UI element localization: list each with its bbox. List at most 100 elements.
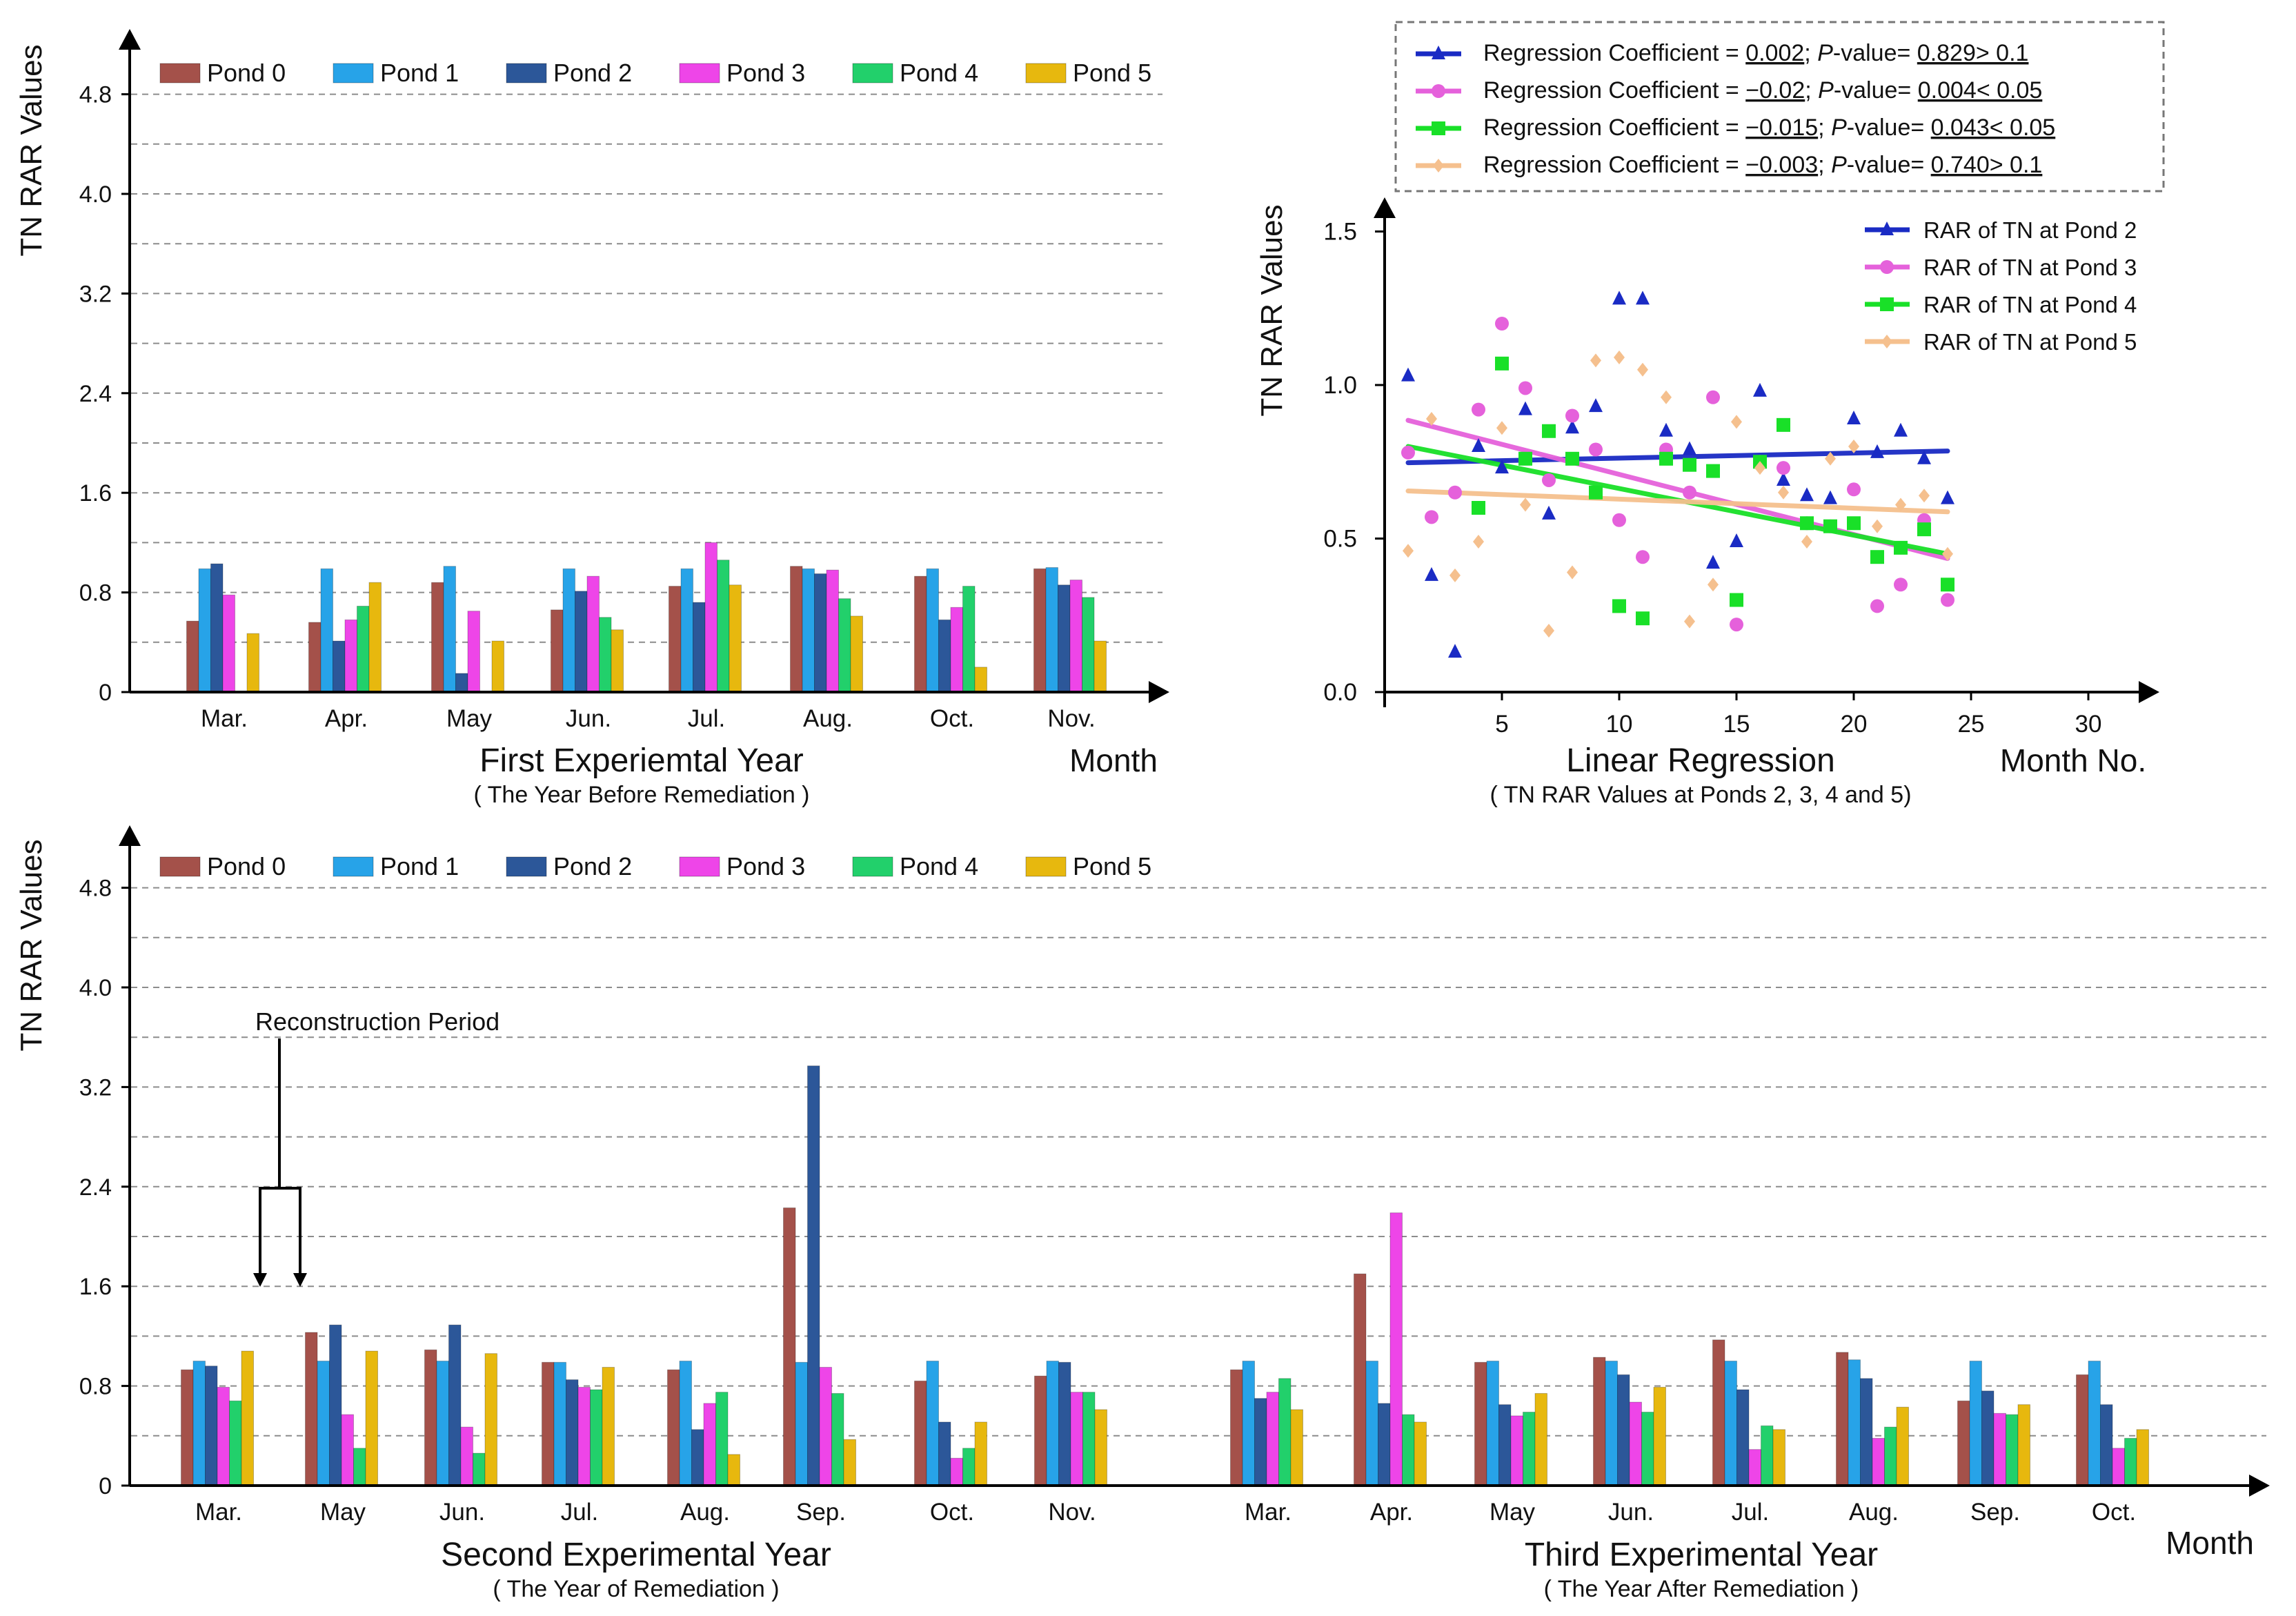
panel-subtitle: ( The Year of Remediation ): [493, 1576, 779, 1602]
y-tick-label: 0.0: [1323, 679, 1357, 706]
regression-text-part: 0.829> 0.1: [1917, 40, 2029, 66]
bar-pond-3: [819, 1367, 832, 1486]
point-pond-5: [1895, 497, 1906, 512]
bar-pond-5: [729, 584, 742, 693]
x-tick-label: Apr.: [325, 705, 368, 732]
bar-pond-0: [2076, 1374, 2089, 1486]
point-pond-3: [1636, 550, 1650, 564]
point-pond-3: [1706, 390, 1720, 404]
point-pond-2: [1401, 367, 1415, 382]
x-tick-label: Jul.: [1732, 1499, 1769, 1526]
regression-text-part: -value=: [1847, 115, 1931, 141]
bar-pond-1: [192, 1361, 206, 1486]
point-pond-2: [1542, 505, 1556, 520]
regression-text-part: ;: [1818, 152, 1831, 178]
bar-pond-1: [436, 1361, 449, 1486]
point-pond-4: [1800, 516, 1814, 531]
legend-label: Pond 1: [380, 59, 459, 87]
x-tick-label: Sep.: [796, 1499, 846, 1526]
bar-pond-4: [357, 605, 370, 693]
bar-pond-5: [1772, 1429, 1785, 1486]
point-pond-3: [1448, 485, 1462, 500]
point-pond-3: [1894, 578, 1908, 592]
point-pond-4: [1472, 501, 1485, 515]
bar-pond-5: [602, 1367, 615, 1486]
bar-pond-2: [1981, 1390, 1995, 1486]
point-pond-2: [1518, 401, 1532, 415]
bar-pond-3: [1069, 580, 1082, 693]
legend-swatch: [333, 856, 374, 877]
bar-pond-1: [198, 568, 211, 693]
y-tick-label: 0: [99, 680, 112, 706]
bar-pond-0: [790, 566, 803, 693]
regression-text-part: 0.002: [1745, 40, 1804, 66]
x-axis-arrow: [2139, 681, 2159, 703]
x-tick-label: 20: [1841, 711, 1868, 738]
point-pond-3: [1612, 513, 1626, 527]
point-pond-5: [1614, 350, 1625, 364]
x-tick-label: Mar.: [195, 1499, 242, 1526]
bar-pond-3: [950, 607, 963, 693]
point-pond-2: [1894, 422, 1908, 437]
panel-subtitle: ( The Year Before Remediation ): [474, 782, 810, 808]
bar-pond-0: [1474, 1361, 1487, 1486]
point-pond-3: [1401, 445, 1415, 460]
regression-text-part: -value=: [1833, 40, 1917, 66]
regression-text-part: ;: [1804, 40, 1817, 66]
y-tick-label: 0.5: [1323, 526, 1357, 553]
y-tick-label: 4.0: [79, 975, 112, 1001]
legend-label: Pond 5: [1073, 852, 1151, 880]
regression-text-part: P: [1817, 40, 1833, 66]
x-tick-label: Jun.: [566, 705, 611, 732]
point-pond-4: [1941, 578, 1954, 592]
x-tick-label: May: [1490, 1499, 1536, 1526]
point-pond-4: [1542, 424, 1556, 438]
bar-pond-0: [783, 1207, 796, 1486]
x-tick-label: Oct.: [930, 705, 974, 732]
legend-label: Pond 5: [1073, 59, 1151, 87]
bar-pond-0: [1033, 568, 1047, 693]
annotation-text: Reconstruction Period: [255, 1007, 499, 1036]
y-tick-label: 0.8: [79, 1374, 112, 1400]
fit-line-pond-5: [1405, 489, 1950, 515]
bar-pond-3: [467, 611, 480, 693]
point-pond-5: [1708, 578, 1719, 592]
x-tick-label: 25: [1958, 711, 1985, 738]
panel-subtitle: ( TN RAR Values at Ponds 2, 3, 4 and 5): [1490, 782, 1911, 808]
x-tick-label: Sep.: [1970, 1499, 2020, 1526]
point-pond-3: [1870, 599, 1884, 613]
y-axis-label: TN RAR Values: [1255, 204, 1289, 416]
bar-pond-2: [814, 573, 827, 693]
bar-pond-5: [850, 615, 863, 693]
bar-pond-5: [611, 629, 624, 693]
point-pond-4: [1565, 451, 1579, 466]
regression-text-part: P: [1831, 115, 1847, 141]
point-pond-4: [1495, 356, 1509, 371]
bar-pond-4: [1082, 597, 1095, 693]
bar-pond-0: [669, 586, 682, 693]
regression-text-part: Regression Coefficient =: [1483, 77, 1745, 104]
bar-pond-2: [455, 673, 468, 693]
bar-pond-0: [424, 1349, 437, 1486]
point-pond-3: [1847, 482, 1861, 497]
point-pond-4: [1777, 417, 1790, 432]
y-axis-arrow: [119, 825, 141, 846]
legend-label: Pond 1: [380, 852, 459, 880]
point-pond-2: [1917, 450, 1931, 464]
regression-text-part: Regression Coefficient =: [1483, 152, 1745, 178]
bar-pond-0: [308, 622, 321, 693]
point-pond-5: [1473, 534, 1484, 549]
legend-swatch: [333, 63, 374, 83]
legend-label: RAR of TN at Pond 5: [1923, 329, 2137, 355]
regression-text-part: ;: [1805, 77, 1818, 104]
bar-pond-1: [317, 1361, 330, 1486]
bar-pond-2: [1254, 1398, 1267, 1486]
bar-pond-4: [590, 1389, 603, 1486]
bar-pond-2: [2100, 1404, 2113, 1486]
point-pond-2: [1565, 420, 1579, 434]
bar-pond-5: [1290, 1409, 1303, 1486]
bar-pond-1: [2088, 1361, 2101, 1486]
bar-pond-3: [341, 1414, 354, 1486]
point-pond-3: [1565, 408, 1579, 423]
y-tick-label: 2.4: [79, 381, 112, 407]
